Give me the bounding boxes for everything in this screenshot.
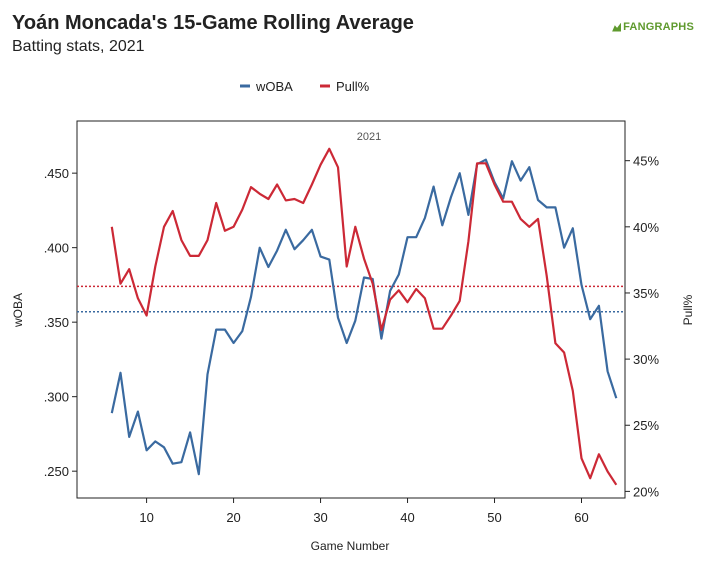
axis-ticks: 10 20 30 40 50 60 .250 .300 .350 .400 .450 20% 25% 30… [44,154,660,525]
x-tick-label: 30 [313,510,327,525]
y-left-tick-label: .450 [44,166,69,181]
y-right-tick-label: 30% [633,352,659,367]
chart-title: Yoán Moncada's 15-Game Rolling Average [12,12,414,34]
x-tick-label: 10 [139,510,153,525]
y-left-tick-label: .400 [44,241,69,256]
y-right-tick-label: 45% [633,154,659,169]
brand-logo: FANGRAPHS [612,21,694,33]
y-axis-label-right: Pull% [681,294,695,325]
x-tick-label: 60 [574,510,588,525]
y-left-tick-label: .350 [44,315,69,330]
y-left-tick-label: .300 [44,390,69,405]
legend: wOBA Pull% [240,79,370,94]
y-left-tick-label: .250 [44,464,69,479]
series-line-woba [110,158,618,476]
x-tick-label: 50 [487,510,501,525]
x-tick-label: 20 [226,510,240,525]
x-axis-label: Game Number [311,539,390,553]
y-right-tick-label: 20% [633,484,659,499]
plot-frame [76,120,626,499]
average-lines [77,285,625,313]
legend-label-woba: wOBA [255,79,293,94]
legend-label-pull: Pull% [336,79,370,94]
x-tick-label: 40 [400,510,414,525]
y-axis-label-left: wOBA [11,293,25,328]
series-line-pull [110,147,618,486]
chart-subtitle: Batting stats, 2021 [12,38,145,55]
y-right-tick-label: 40% [633,220,659,235]
brand-text: FANGRAPHS [623,21,694,33]
y-right-tick-label: 35% [633,286,659,301]
y-right-tick-label: 25% [633,418,659,433]
panel-label: 2021 [357,131,381,143]
series-lines [110,147,618,486]
